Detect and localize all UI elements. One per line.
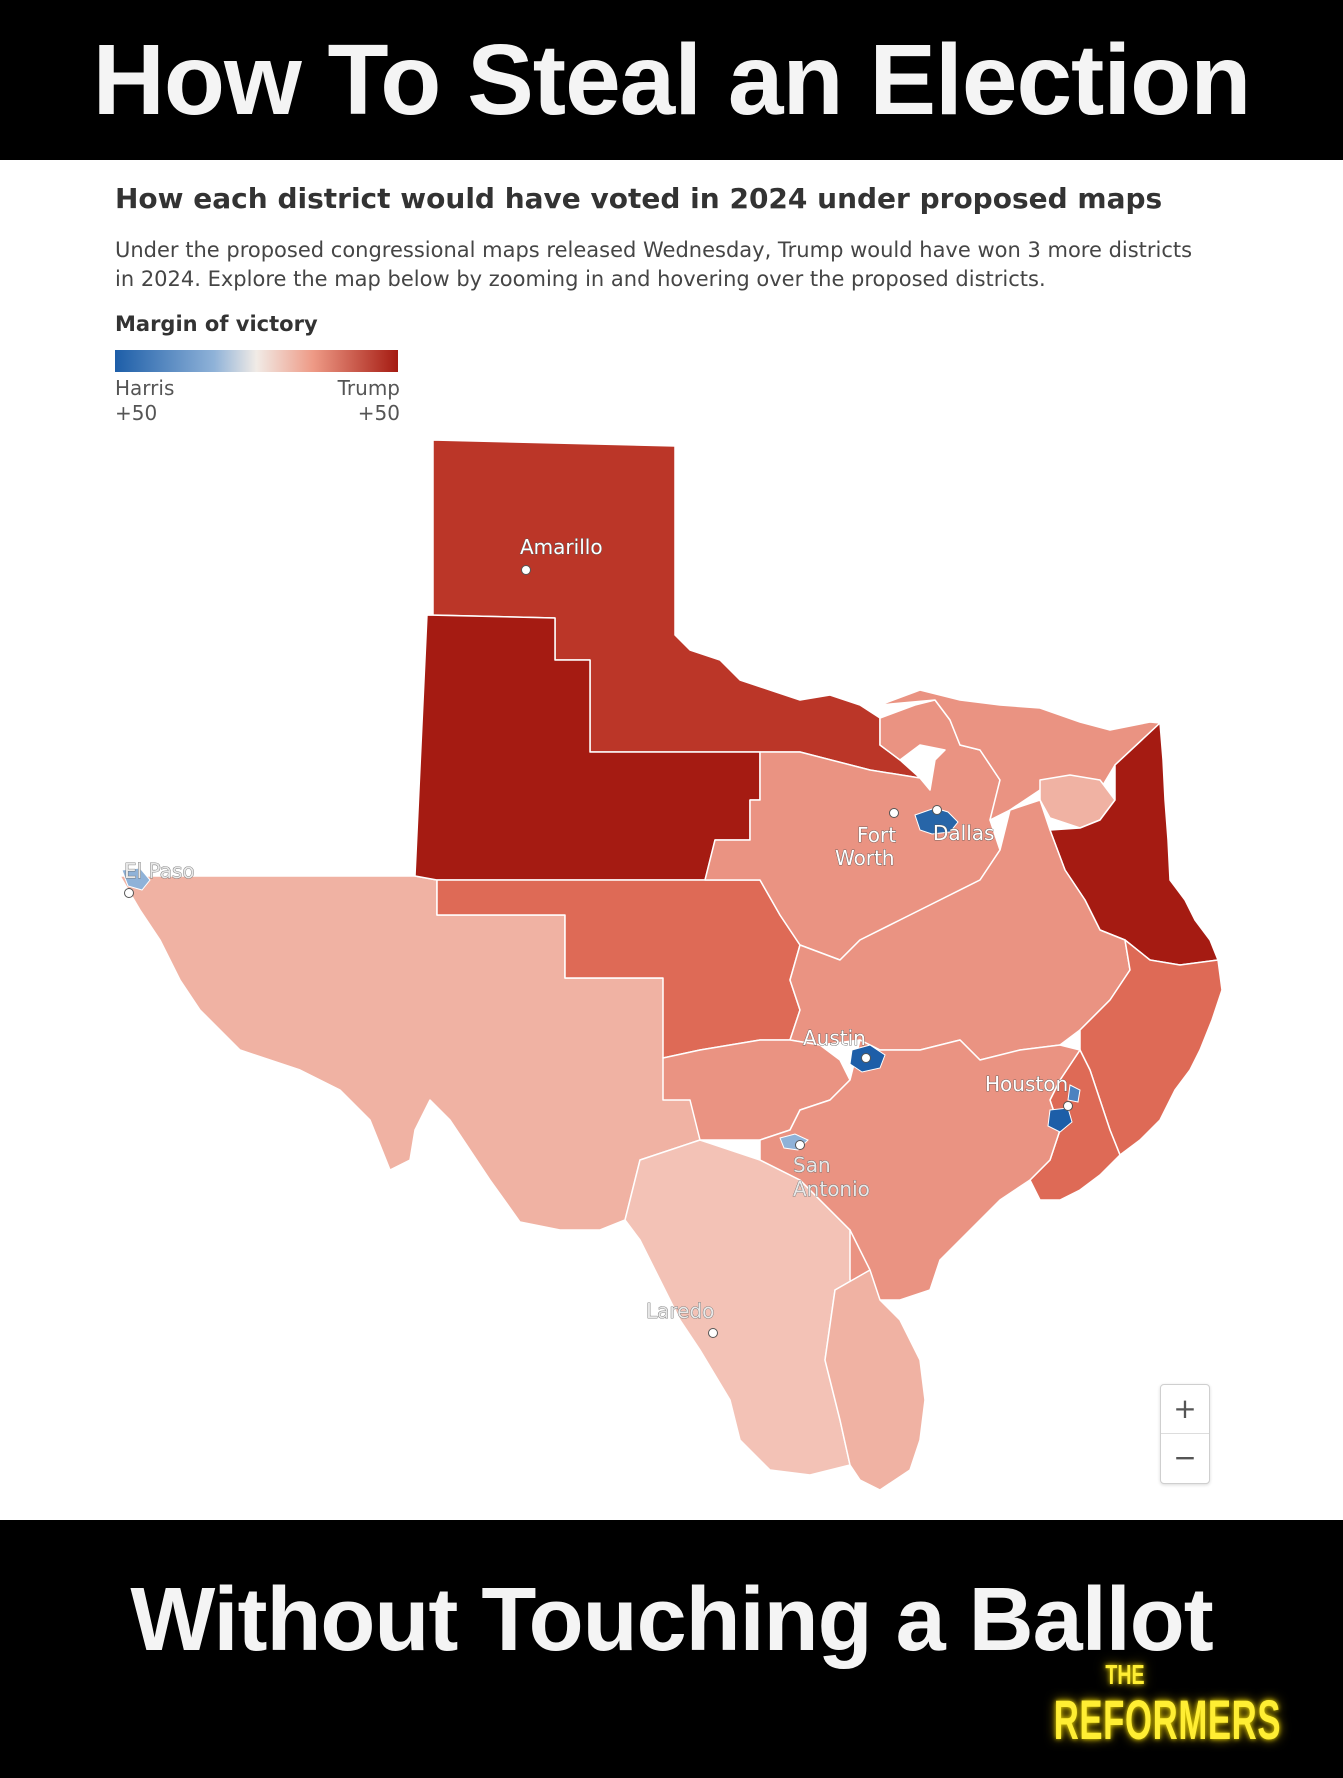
chart-title: How each district would have voted in 20… <box>115 182 1163 215</box>
legend-right-name: Trump <box>337 376 400 400</box>
laredo-dot <box>708 1328 718 1338</box>
houston-dot <box>1063 1101 1073 1111</box>
zoom-in-button[interactable]: + <box>1161 1385 1209 1434</box>
legend-right-value: +50 <box>357 401 400 425</box>
legend-left: Harris +50 <box>115 376 174 426</box>
san-antonio-label-1: San <box>793 1153 831 1177</box>
fort-worth-label-1: Fort <box>857 823 896 847</box>
chart-subtitle: Under the proposed congressional maps re… <box>115 238 1193 291</box>
fort-worth-label-2: Worth <box>835 846 895 870</box>
legend-left-value: +50 <box>115 401 158 425</box>
district-houston-harris-2[interactable] <box>1067 1084 1081 1103</box>
reformers-logo: THE REFORMERS <box>1010 1659 1282 1760</box>
district-south-coast[interactable] <box>824 1229 926 1491</box>
amarillo-label: Amarillo <box>520 535 603 559</box>
logo-line-1: THE <box>1105 1659 1145 1690</box>
legend-right: Trump +50 <box>338 376 400 426</box>
legend: Margin of victory Harris +50 Trump +50 <box>115 312 400 428</box>
laredo-label: Laredo <box>646 1299 714 1323</box>
fort-worth-dot <box>889 808 899 818</box>
legend-left-name: Harris <box>115 376 175 400</box>
zoom-out-button[interactable]: − <box>1173 1441 1197 1474</box>
austin-label: Austin <box>803 1026 866 1050</box>
san-antonio-dot <box>795 1140 805 1150</box>
el-paso-label: El Paso <box>124 859 195 883</box>
legend-labels: Harris +50 Trump +50 <box>115 376 400 428</box>
dallas-dot <box>932 805 942 815</box>
el-paso-dot <box>124 888 134 898</box>
district-southeast-texas[interactable] <box>1079 939 1223 1156</box>
houston-label: Houston <box>985 1072 1068 1096</box>
dallas-label: Dallas <box>933 821 994 845</box>
top-headline: How To Steal an Election <box>92 24 1252 136</box>
austin-dot <box>861 1053 871 1063</box>
amarillo-dot <box>521 565 531 575</box>
zoom-controls: + − <box>1160 1384 1210 1484</box>
san-antonio-label-2: Antonio <box>793 1177 870 1201</box>
bottom-headline: Without Touching a Ballot <box>130 1570 1213 1670</box>
top-banner: How To Steal an Election <box>0 0 1343 160</box>
logo-line-2: REFORMERS <box>1053 1688 1282 1751</box>
district-el-paso-harris[interactable] <box>121 867 151 891</box>
legend-color-scale <box>115 350 398 372</box>
district-south-central[interactable] <box>759 1039 1081 1301</box>
legend-title: Margin of victory <box>115 312 318 336</box>
bottom-banner: Without Touching a Ballot THE REFORMERS <box>0 1520 1343 1778</box>
